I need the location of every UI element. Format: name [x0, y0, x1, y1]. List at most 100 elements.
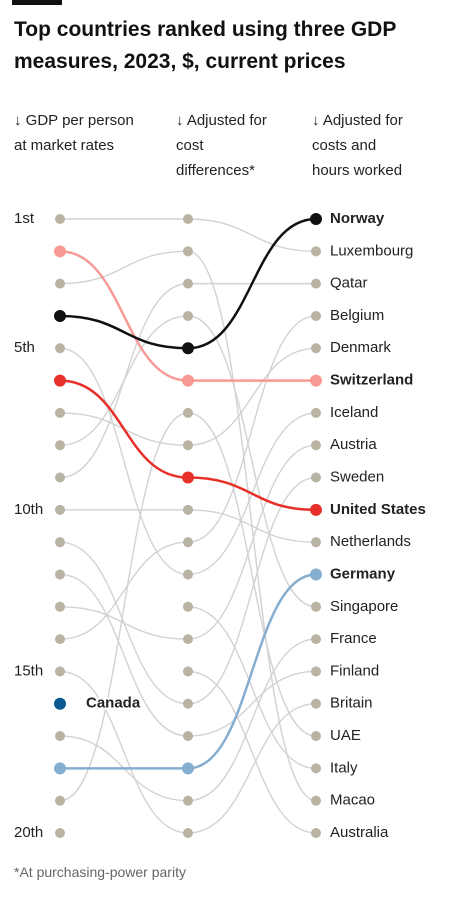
column-header: ↓ GDP per person at market rates [14, 112, 134, 154]
rank-dot [311, 634, 321, 645]
rank-dot [183, 569, 193, 580]
country-label: Italy [330, 759, 358, 776]
rank-dot [310, 503, 322, 516]
rank-dot [183, 634, 193, 645]
y-tick-label: 5th [14, 339, 35, 356]
country-label: Luxembourg [330, 242, 413, 259]
country-label: United States [330, 501, 426, 518]
y-tick-label: 10th [14, 501, 43, 518]
highlight [54, 213, 322, 775]
rank-dot [182, 374, 194, 387]
series-line [59, 573, 317, 737]
rank-dot [311, 440, 321, 451]
rank-dot [311, 731, 321, 742]
rank-dot [54, 245, 66, 258]
rank-dot [311, 278, 321, 289]
rank-dot [311, 343, 321, 354]
rank-dot [311, 472, 321, 483]
rank-dot [311, 795, 321, 806]
rank-dot [310, 568, 322, 581]
country-label: Sweden [330, 468, 384, 485]
rank-dot [54, 374, 66, 387]
series-line [59, 638, 317, 802]
rank-dot [55, 666, 65, 677]
country-label: Iceland [330, 404, 378, 421]
rank-dot [310, 213, 322, 225]
rank-dot [183, 601, 193, 612]
country-label: Britain [330, 695, 373, 712]
rank-dot [54, 697, 66, 710]
rank-dot [55, 214, 65, 224]
y-tick-label: 1st [14, 210, 35, 227]
country-label: Denmark [330, 339, 391, 356]
rank-dot [54, 762, 66, 775]
rank-dot [183, 731, 193, 742]
country-label: Finland [330, 662, 379, 679]
rank-dot [55, 537, 65, 548]
rank-dot [311, 666, 321, 677]
series-line [59, 315, 317, 608]
rank-dot [183, 698, 193, 709]
rank-dot [183, 246, 193, 257]
country-label: Austria [330, 436, 377, 453]
rank-dot [55, 472, 65, 483]
series-line [59, 444, 317, 640]
rank-dot [55, 440, 65, 451]
rank-dot [54, 309, 66, 322]
rank-dot [55, 569, 65, 580]
rank-dot [183, 278, 193, 289]
rank-dot [55, 634, 65, 645]
accent-bar [12, 0, 62, 5]
y-tick-label: 20th [14, 824, 43, 841]
country-label: France [330, 630, 377, 647]
rank-dot [311, 763, 321, 774]
country-label: Switzerland [330, 372, 413, 389]
rank-dot [311, 310, 321, 321]
rank-dot [55, 504, 65, 515]
y-tick-label: 15th [14, 662, 43, 679]
rank-dot [311, 537, 321, 548]
rank-dot [311, 698, 321, 709]
column-header: ↓ Adjusted for costs and hours worked [312, 112, 403, 179]
country-label: Norway [330, 210, 385, 227]
rank-dot [55, 601, 65, 612]
empty-dot [55, 828, 65, 838]
rank-dot [183, 407, 193, 418]
rank-dot [183, 310, 193, 321]
rank-dot [311, 601, 321, 612]
rank-dot [182, 471, 194, 484]
country-label: Singapore [330, 598, 398, 615]
rank-dot [183, 795, 193, 806]
rank-dot [310, 374, 322, 387]
rank-dot [183, 666, 193, 677]
rank-dot [183, 537, 193, 548]
rank-dot [55, 407, 65, 418]
rank-dot [183, 214, 193, 224]
country-label: Australia [330, 824, 389, 841]
rank-dot [311, 828, 321, 838]
country-label: Canada [86, 695, 141, 712]
rank-dot [183, 504, 193, 515]
dots [55, 214, 321, 838]
series-line [60, 573, 317, 770]
rank-dot [183, 440, 193, 451]
country-label: Qatar [330, 275, 368, 292]
series-line [59, 217, 317, 350]
rank-dot [182, 762, 194, 775]
series-line [59, 282, 316, 479]
country-label: UAE [330, 727, 361, 744]
rank-dot [182, 342, 194, 355]
rank-dot [311, 246, 321, 257]
chart: 1st 5th 10th 15th 20th Luxembourg Qatar Belgium… [14, 210, 426, 841]
rank-dot [55, 343, 65, 354]
column-header: ↓ Adjusted for cost differences* [176, 112, 267, 179]
rank-dot [55, 795, 65, 806]
country-label: Macao [330, 792, 375, 809]
country-label: Belgium [330, 307, 384, 324]
series-line [59, 250, 317, 802]
footnote: *At purchasing-power parity [14, 864, 186, 880]
chart-title: Top countries ranked using three GDP mea… [14, 18, 396, 73]
country-label: Netherlands [330, 533, 411, 550]
country-label: Germany [330, 565, 396, 582]
